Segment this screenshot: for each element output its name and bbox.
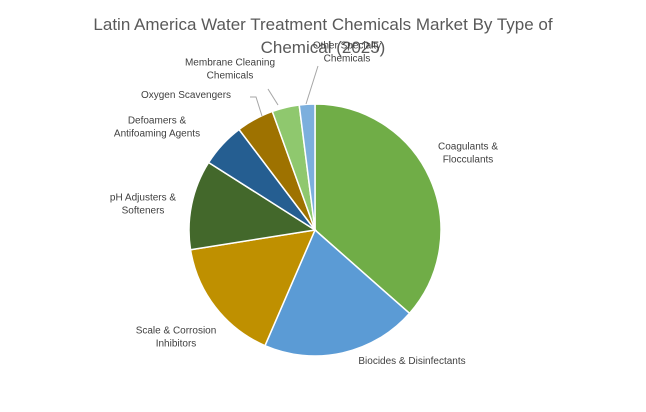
pie-slices [188,103,442,357]
slice-label-3: pH Adjusters & Softeners [110,193,176,217]
slice-label-1: Biocides & Disinfectants [358,356,465,367]
slice-label-5: Oxygen Scavengers [141,90,231,101]
slice-label-line: Chemicals [207,71,254,82]
slice-label-line: Defoamers & [128,116,187,127]
pie-slice-3 [188,161,318,251]
leader-line-6 [267,88,279,106]
slice-labels: Coagulants & Flocculants Biocides & Disinf… [110,41,498,368]
slice-label-line: Biocides & Disinfectants [358,356,465,367]
slice-label-line: Softeners [122,206,165,217]
leader-lines [250,65,319,117]
slice-label-line: Other Specialty [313,41,381,52]
pie-slice-7 [298,103,316,231]
slice-label-line: pH Adjusters & [110,193,176,204]
chart-title-line-1: Latin America Water Treatment Chemicals … [93,15,552,34]
slice-label-0: Coagulants & Flocculants [438,142,498,166]
slice-label-4: Defoamers & Antifoaming Agents [114,116,200,140]
slice-label-line: Chemicals [324,54,371,65]
slice-label-line: Flocculants [443,155,494,166]
slice-label-line: Coagulants & [438,142,498,153]
slice-label-line: Membrane Cleaning [185,58,275,69]
leader-line-5 [250,96,263,117]
slice-label-2: Scale & Corrosion Inhibitors [136,326,217,350]
chart-title-line-2: Chemical (2025) [261,38,386,57]
slice-label-line: Scale & Corrosion [136,326,217,337]
leader-line-7 [305,65,319,105]
slice-label-line: Oxygen Scavengers [141,90,231,101]
pie-slice-0 [314,103,442,315]
slice-label-line: Inhibitors [156,339,197,350]
slice-label-6: Membrane Cleaning Chemicals [185,58,275,82]
pie-slice-2 [189,229,317,347]
slice-label-7: Other Specialty Chemicals [313,41,381,65]
pie-slice-1 [263,228,411,357]
slice-label-line: Antifoaming Agents [114,129,200,140]
